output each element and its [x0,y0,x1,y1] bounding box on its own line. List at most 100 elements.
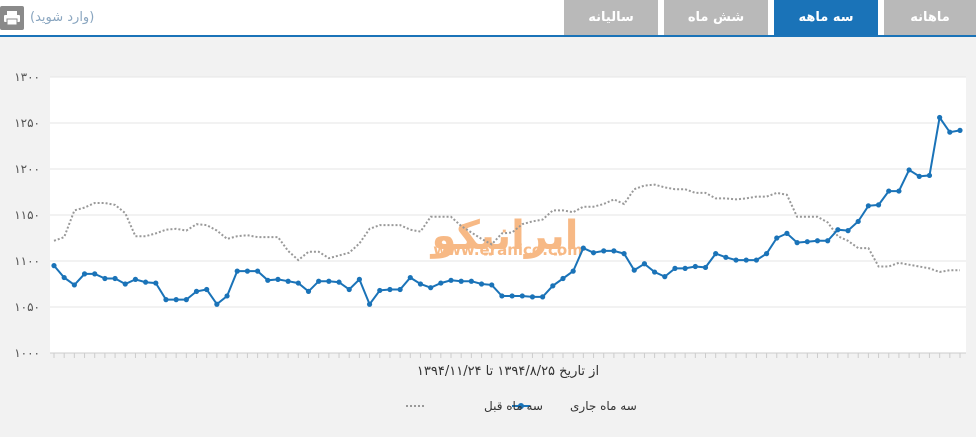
data-point[interactable] [448,277,454,283]
data-point[interactable] [183,297,189,303]
data-point[interactable] [794,240,800,246]
data-point[interactable] [957,127,963,133]
data-point[interactable] [875,202,882,208]
data-point[interactable] [865,203,871,209]
data-point[interactable] [61,274,67,281]
data-point[interactable] [631,267,637,273]
data-point[interactable] [438,280,444,286]
data-point[interactable] [682,265,688,271]
data-point[interactable] [743,257,749,263]
data-point[interactable] [784,230,790,236]
data-point[interactable] [407,274,413,281]
data-point[interactable] [387,286,393,293]
data-point[interactable] [173,297,179,303]
data-point[interactable] [570,268,576,274]
data-point[interactable] [947,129,953,135]
data-point[interactable] [224,293,230,299]
data-point[interactable] [550,283,556,289]
data-point[interactable] [723,254,729,260]
data-point[interactable] [896,188,902,194]
data-point[interactable] [305,288,312,294]
data-point[interactable] [234,268,240,274]
data-point[interactable] [478,281,485,287]
legend[interactable]: سه ماه جاری سه ماه قبل [406,399,637,414]
data-point[interactable] [509,293,515,299]
data-point[interactable] [916,173,922,179]
data-point[interactable] [377,287,383,294]
data-point[interactable] [855,218,861,225]
data-point[interactable] [428,285,434,291]
data-point[interactable] [417,281,424,287]
data-point[interactable] [529,294,536,300]
data-point[interactable] [672,265,678,271]
data-point[interactable] [753,257,760,263]
login-link[interactable]: (وارد شوید) [30,10,95,25]
data-point[interactable] [214,301,220,307]
data-point[interactable] [601,248,607,254]
data-point[interactable] [356,276,362,282]
data-point[interactable] [102,275,108,282]
data-point[interactable] [692,263,698,270]
data-point[interactable] [458,278,464,284]
data-point[interactable] [926,172,933,179]
data-point[interactable] [326,278,332,284]
data-point[interactable] [652,269,658,275]
data-point[interactable] [71,282,77,288]
data-point[interactable] [285,278,291,284]
data-point[interactable] [621,251,627,257]
data-point[interactable] [590,250,597,256]
data-point[interactable] [814,238,821,244]
watermark-url: www.eranico.com [433,241,583,259]
data-point[interactable] [641,261,648,267]
tab-yearly[interactable]: سالیانه [564,0,658,35]
data-point[interactable] [804,239,810,245]
data-point[interactable] [468,278,474,284]
data-point[interactable] [275,276,281,282]
data-point[interactable] [499,293,505,299]
legend-label-previous[interactable]: سه ماه قبل [484,399,543,413]
data-point[interactable] [489,282,495,288]
data-point[interactable] [611,248,617,254]
data-point[interactable] [906,167,912,173]
tab-quarterly[interactable]: سه ماهه [774,0,878,35]
data-point[interactable] [845,228,851,234]
data-point[interactable] [366,301,373,307]
data-point[interactable] [580,245,586,251]
data-point[interactable] [51,263,57,269]
data-point[interactable] [336,279,342,285]
data-point[interactable] [774,235,780,241]
data-point[interactable] [265,277,271,283]
data-point[interactable] [193,288,200,294]
data-point[interactable] [519,293,525,299]
data-point[interactable] [92,271,98,277]
legend-label-current[interactable]: سه ماه جاری [570,399,637,414]
data-point[interactable] [733,257,739,263]
data-point[interactable] [254,268,261,274]
data-point[interactable] [825,238,831,244]
data-point[interactable] [763,251,770,257]
data-point[interactable] [662,274,668,280]
data-point[interactable] [713,251,719,257]
data-point[interactable] [886,188,892,194]
data-point[interactable] [397,286,403,293]
data-point[interactable] [112,275,118,282]
data-point[interactable] [295,280,301,286]
data-point[interactable] [244,268,251,274]
tab-six-months[interactable]: شش ماه [664,0,768,35]
data-point[interactable] [316,278,322,284]
data-point[interactable] [560,275,566,282]
data-point[interactable] [81,271,88,277]
data-point[interactable] [132,276,139,282]
print-button[interactable] [0,6,24,30]
data-point[interactable] [346,286,352,293]
data-point[interactable] [702,264,709,271]
data-point[interactable] [122,281,128,287]
data-point[interactable] [540,294,546,300]
data-point[interactable] [163,297,169,303]
data-point[interactable] [937,114,943,121]
data-point[interactable] [204,286,210,293]
data-point[interactable] [143,279,149,285]
data-point[interactable] [835,227,841,233]
data-point[interactable] [153,280,159,286]
tab-monthly[interactable]: ماهانه [884,0,976,35]
